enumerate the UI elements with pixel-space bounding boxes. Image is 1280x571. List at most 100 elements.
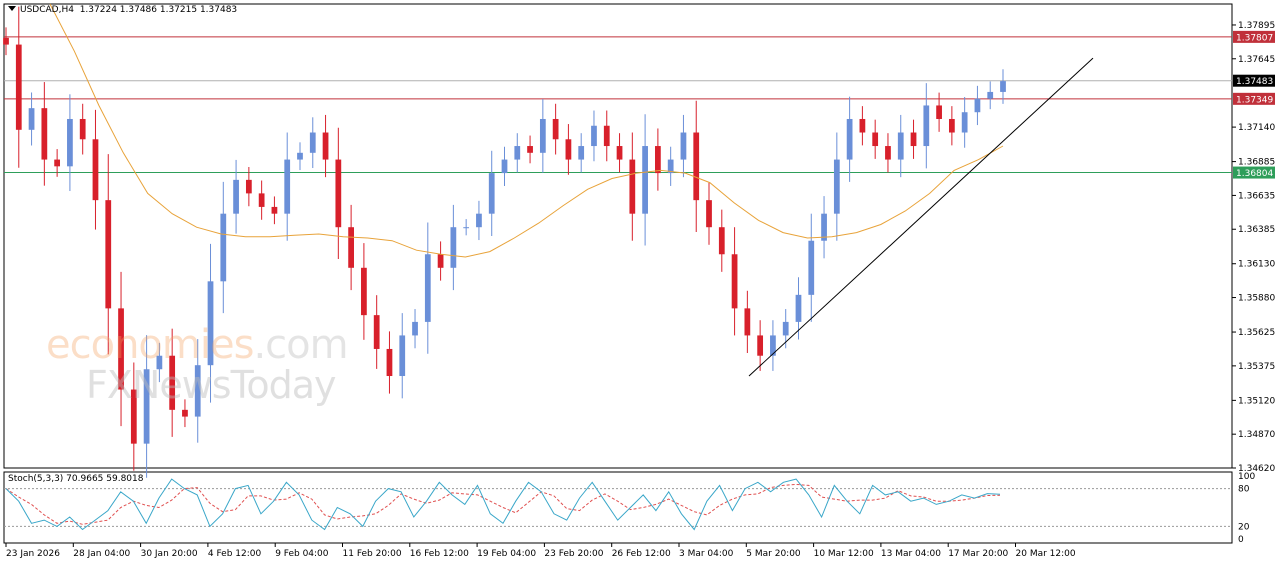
candle-body [706, 200, 712, 228]
price-label-text: 1.37807 [1236, 33, 1273, 43]
candle-body [335, 159, 342, 228]
candle-body [821, 213, 827, 241]
candle-body [156, 355, 163, 370]
dropdown-triangle-icon[interactable] [8, 6, 16, 11]
candle-body [28, 108, 35, 130]
candle-body [885, 146, 891, 160]
candle-body [987, 91, 994, 99]
x-tick-label: 3 Mar 04:00 [679, 549, 734, 559]
candle-body [233, 179, 239, 214]
candle-body [258, 193, 265, 207]
candle-body [770, 335, 776, 356]
price-label-text: 1.37483 [1236, 77, 1273, 87]
candle-body [105, 200, 112, 309]
candle-body [412, 321, 418, 336]
candle-body [3, 37, 9, 45]
trendline [748, 57, 1094, 377]
x-tick-label: 5 Mar 20:00 [746, 549, 801, 559]
candle-body [910, 132, 917, 147]
candle-body [501, 159, 508, 174]
candle-body [552, 118, 559, 140]
candle-body [527, 146, 533, 153]
price-label-bg [1233, 166, 1275, 179]
candle-body [118, 308, 124, 390]
candle-body [578, 146, 585, 160]
x-tick-label: 23 Feb 20:00 [544, 549, 603, 559]
resistance-2-price-label: 1.37349 [1233, 92, 1275, 105]
x-tick-label: 28 Jan 04:00 [73, 549, 130, 559]
candle-body [539, 118, 546, 153]
x-tick-label: 16 Feb 12:00 [410, 549, 469, 559]
candle-body [15, 44, 22, 130]
stoch-level-label: 0 [1238, 535, 1244, 545]
candle-body [130, 389, 137, 444]
y-tick-label: 1.36885 [1238, 158, 1275, 168]
y-tick-label: 1.35375 [1238, 362, 1275, 372]
candle-body [194, 365, 201, 417]
stoch-level-label: 100 [1238, 472, 1255, 482]
candle-body [169, 355, 176, 410]
candle-body [207, 281, 214, 366]
x-tick-label: 23 Jan 2026 [6, 549, 60, 559]
candle-body [220, 213, 227, 282]
candle-body [424, 254, 431, 322]
candle-body [514, 146, 521, 160]
candle-body [437, 254, 444, 268]
candle-body [629, 159, 636, 214]
candle-body [284, 159, 291, 214]
candle-body [41, 108, 48, 160]
candle-body [603, 125, 610, 147]
candle-body [361, 267, 367, 316]
candle-body [245, 179, 252, 194]
x-tick-label: 30 Jan 20:00 [141, 549, 198, 559]
price-label-bg [1233, 30, 1275, 43]
price-label-text: 1.37349 [1236, 95, 1273, 105]
candle-body [591, 125, 597, 147]
candle-body [386, 348, 393, 377]
candle-body [182, 409, 188, 417]
y-tick-label: 1.37895 [1238, 21, 1275, 31]
candle-body [463, 227, 470, 229]
stoch-level-label: 20 [1238, 522, 1250, 532]
price-label-text: 1.36804 [1236, 169, 1273, 179]
y-tick-label: 1.34870 [1238, 430, 1275, 440]
stoch-signal-line [5, 483, 1001, 525]
y-tick-label: 1.35120 [1238, 396, 1275, 406]
y-tick-label: 1.37645 [1238, 55, 1275, 65]
candle-body [399, 335, 406, 377]
candle-body [923, 105, 930, 147]
candle-body [757, 335, 764, 356]
y-tick-label: 1.36635 [1238, 191, 1275, 201]
candle-body [1000, 81, 1006, 92]
x-tick-label: 10 Mar 12:00 [814, 549, 874, 559]
candle-body [859, 118, 866, 133]
candle-body [846, 118, 853, 160]
stoch-main-line [5, 478, 1001, 531]
stoch-plot-frame [3, 471, 1233, 544]
candle-body [616, 146, 623, 160]
candle-body [67, 118, 73, 167]
stoch-level-label: 80 [1238, 485, 1250, 495]
candle-body [297, 152, 303, 160]
candle-body [79, 118, 86, 140]
candle-body [642, 146, 648, 214]
candle-body [936, 105, 942, 119]
candle-body [322, 132, 329, 160]
candle-body [54, 159, 61, 167]
candle-body [782, 321, 789, 336]
candle-body [795, 294, 802, 322]
price-label-bg [1233, 74, 1275, 87]
candle-body [655, 146, 661, 174]
x-tick-label: 9 Feb 04:00 [275, 549, 329, 559]
chart-header: USDCAD,H4 1.37224 1.37486 1.37215 1.3748… [8, 5, 237, 15]
resistance-1-price-label: 1.37807 [1233, 30, 1275, 43]
candle-body [476, 213, 482, 228]
x-tick-label: 13 Mar 04:00 [881, 549, 941, 559]
candle-body [309, 132, 316, 153]
x-tick-label: 17 Mar 20:00 [948, 549, 1008, 559]
candle-body [961, 112, 968, 133]
y-tick-label: 1.34620 [1238, 464, 1275, 474]
y-tick-label: 1.36130 [1238, 260, 1275, 270]
candle-body [693, 132, 700, 201]
